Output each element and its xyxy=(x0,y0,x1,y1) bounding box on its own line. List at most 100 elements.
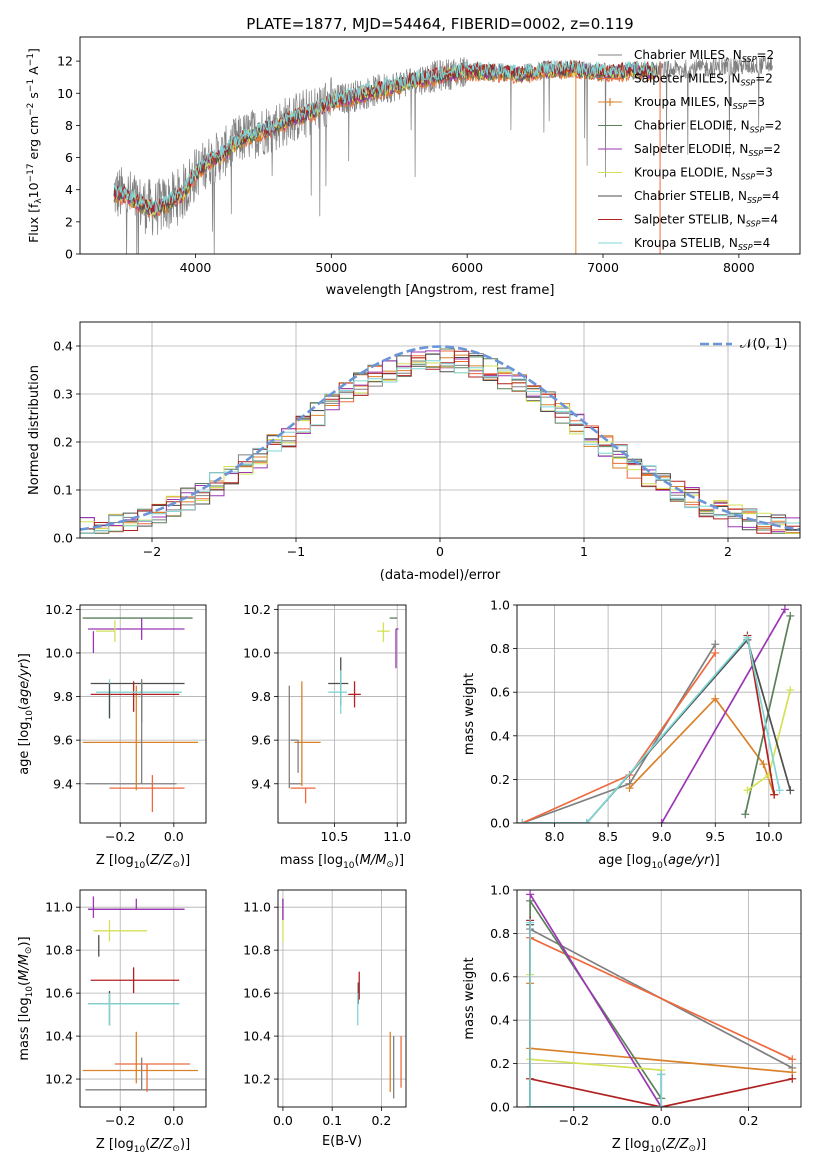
spectrum-ylabel: Flux [fλ10−17 erg cm−2 s−1 A−1] xyxy=(26,48,44,243)
legend-label: Salpeter MILES, NSSP=2 xyxy=(634,72,773,88)
residuals-histogram-step xyxy=(80,360,800,538)
legend-label: Salpeter STELIB, NSSP=4 xyxy=(634,213,778,229)
spectrum-ytick-label: 0 xyxy=(65,247,73,262)
spectrum-ytick-label: 12 xyxy=(57,54,73,69)
mass-vs-ebv-frame xyxy=(277,889,407,1108)
age-vs-z-xtick-label: −0.2 xyxy=(105,829,135,844)
residuals-xtick-label: −1 xyxy=(287,544,305,559)
spectrum-ytick-label: 4 xyxy=(65,182,73,197)
spectrum-ytick-label: 2 xyxy=(65,214,73,229)
weight-vs-age-series-line xyxy=(744,615,792,815)
weight-vs-z-xlabel: Z [log10(Z/Z⊙)] xyxy=(612,1137,706,1155)
weight-vs-age-lines xyxy=(518,605,795,823)
age-vs-z-ytick-label: 10.0 xyxy=(45,645,73,660)
weight-vs-age-xtick-label: 8.5 xyxy=(598,829,618,844)
weight-vs-age-xtick-label: 10.0 xyxy=(755,829,783,844)
spectrum-lines xyxy=(113,55,773,254)
figure-title: PLATE=1877, MJD=54464, FIBERID=0002, z=0… xyxy=(246,15,633,33)
mass-vs-ebv-ytick-label: 10.8 xyxy=(243,943,271,958)
mass-vs-ebv-xtick-label: 0.1 xyxy=(322,1113,342,1128)
weight-vs-age-ytick-label: 0.0 xyxy=(490,816,510,831)
age-vs-mass-ytick-label: 9.8 xyxy=(251,689,271,704)
mass-vs-ebv-ytick-label: 10.4 xyxy=(243,1029,271,1044)
weight-vs-age-frame xyxy=(516,604,802,824)
spectrum-legend: Chabrier MILES, NSSP=2 Salpeter MILES, NS… xyxy=(598,48,782,252)
age-vs-z-ytick-label: 10.2 xyxy=(45,602,73,617)
residuals-xlabel: (data-model)/error xyxy=(380,568,501,583)
residuals-ylabel: Normed distribution xyxy=(27,365,42,495)
weight-vs-age-xtick-label: 9.0 xyxy=(652,829,672,844)
weight-vs-age-ytick-label: 0.6 xyxy=(490,685,510,700)
age-vs-z-frame xyxy=(79,604,207,824)
weight-vs-z-lines xyxy=(526,890,797,1107)
age-vs-mass-bars xyxy=(288,617,399,804)
age-vs-mass-frame xyxy=(277,604,407,824)
weight-vs-age-ytick-label: 0.2 xyxy=(490,772,510,787)
age-vs-z-ytick-label: 9.6 xyxy=(53,733,73,748)
weight-vs-z-ytick-label: 0.6 xyxy=(490,969,510,984)
weight-vs-age-series-line xyxy=(628,697,776,795)
residuals-xtick-label: 2 xyxy=(724,544,732,559)
weight-vs-age-series-line xyxy=(522,643,717,823)
weight-vs-z-xtick-label: 0.0 xyxy=(651,1113,671,1128)
age-vs-z-bars xyxy=(82,617,198,813)
age-vs-mass-panel: 10.5 11.0 9.4 9.6 9.8 10.0 10.2 mass [log10(M/M… xyxy=(243,602,411,871)
spectrum-xlabel: wavelength [Angstrom, rest frame] xyxy=(326,283,555,298)
age-vs-z-panel: −0.2 0.0 9.4 9.6 9.8 10.0 10.2 Z [log10(Z/Z⊙)] a… xyxy=(17,602,207,871)
weight-vs-age-ylabel: mass weight xyxy=(462,673,477,755)
weight-vs-z-series-line xyxy=(529,922,663,1107)
residuals-legend-label: 𝒩(0, 1) xyxy=(740,337,787,352)
mass-vs-z-ytick-label: 10.8 xyxy=(45,943,73,958)
mass-vs-z-xtick-label: 0.0 xyxy=(164,1113,184,1128)
weight-vs-age-series-line xyxy=(660,608,786,823)
mass-vs-z-xtick-label: −0.2 xyxy=(105,1113,135,1128)
age-vs-mass-ytick-label: 9.4 xyxy=(251,776,271,791)
spectrum-xtick-label: 4000 xyxy=(180,260,212,275)
weight-vs-z-ytick-label: 0.4 xyxy=(490,1013,510,1028)
residuals-steps xyxy=(80,345,800,538)
residuals-normal-curve xyxy=(80,345,800,531)
age-vs-mass-xtick-label: 11.0 xyxy=(383,829,411,844)
spectrum-frame xyxy=(79,36,801,255)
weight-vs-age-series-line xyxy=(586,638,792,823)
mass-vs-z-ytick-label: 10.6 xyxy=(45,986,73,1001)
mass-vs-ebv-bars xyxy=(282,898,402,1099)
spectrum-xtick-label: 5000 xyxy=(315,260,347,275)
mass-vs-z-panel: −0.2 0.0 10.2 10.4 10.6 10.8 11.0 Z [log10(Z/Z⊙… xyxy=(17,889,207,1155)
residuals-ytick-label: 0.2 xyxy=(53,435,73,450)
age-vs-mass-ytick-label: 9.6 xyxy=(251,733,271,748)
weight-vs-age-series-line xyxy=(522,652,716,823)
legend-label: Salpeter ELODIE, NSSP=2 xyxy=(634,142,781,158)
mass-vs-z-frame xyxy=(79,889,207,1108)
spectrum-xtick-label: 7000 xyxy=(587,260,619,275)
legend-label: Chabrier STELIB, NSSP=4 xyxy=(634,189,779,205)
residuals-ytick-label: 0.1 xyxy=(53,483,73,498)
residuals-xtick-label: −2 xyxy=(143,544,161,559)
spectrum-model-line xyxy=(113,60,657,213)
residuals-ytick-label: 0.3 xyxy=(53,387,73,402)
spectrum-model-line xyxy=(113,59,658,213)
mass-vs-z-bars xyxy=(82,896,206,1092)
spectrum-ytick-label: 10 xyxy=(57,86,73,101)
residuals-xtick-label: 1 xyxy=(580,544,588,559)
spectrum-ytick-label: 6 xyxy=(65,150,73,165)
weight-vs-age-xtick-label: 8.0 xyxy=(545,829,565,844)
age-vs-mass-xlabel: mass [log10(M/M⊙)] xyxy=(280,853,404,871)
weight-vs-z-xtick-label: −0.2 xyxy=(559,1113,589,1128)
residuals-panel: −2 −1 0 1 2 0.0 0.1 0.2 0.3 0.4 𝒩(0, 1) (data-model… xyxy=(27,321,801,583)
weight-vs-age-ytick-label: 0.4 xyxy=(490,728,510,743)
age-vs-z-xlabel: Z [log10(Z/Z⊙)] xyxy=(96,853,190,871)
legend-label: Chabrier ELODIE, NSSP=2 xyxy=(634,119,782,135)
mass-vs-z-ytick-label: 10.4 xyxy=(45,1029,73,1044)
age-vs-z-ytick-label: 9.4 xyxy=(53,776,73,791)
weight-vs-age-panel: 8.0 8.5 9.0 9.5 10.0 0.0 0.2 0.4 0.6 0.8 1.0 age [l… xyxy=(462,598,802,871)
age-vs-z-ylabel: age [log10(age/yr)] xyxy=(17,653,35,775)
mass-vs-ebv-xlabel: E(B-V) xyxy=(322,1134,362,1149)
weight-vs-z-ytick-label: 0.0 xyxy=(490,1100,510,1115)
mass-vs-ebv-ytick-label: 10.6 xyxy=(243,986,271,1001)
weight-vs-z-xtick-label: 0.2 xyxy=(739,1113,759,1128)
mass-vs-z-xlabel: Z [log10(Z/Z⊙)] xyxy=(96,1137,190,1155)
weight-vs-age-xtick-label: 9.5 xyxy=(705,829,725,844)
mass-vs-ebv-xtick-label: 0.2 xyxy=(371,1113,391,1128)
